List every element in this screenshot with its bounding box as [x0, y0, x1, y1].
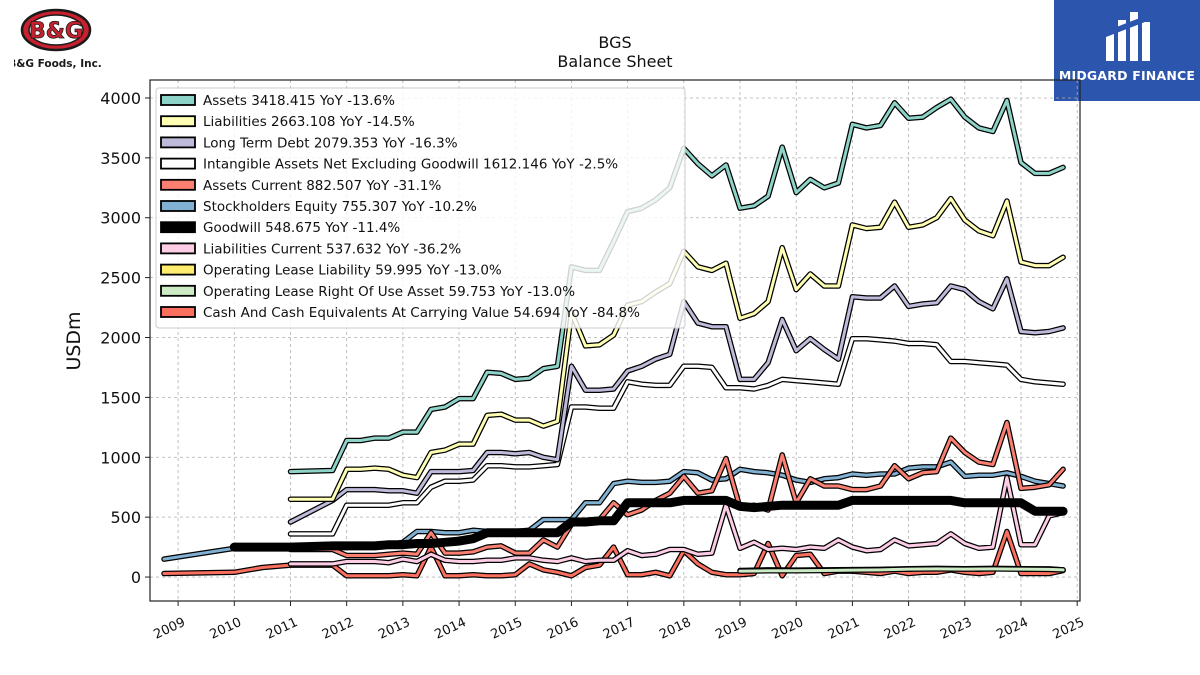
legend-swatch — [160, 178, 196, 191]
legend-swatch — [160, 157, 196, 170]
legend-swatch — [160, 242, 196, 255]
legend-label: Assets 3418.415 YoY -13.6% — [203, 93, 395, 109]
x-tick-label: 2011 — [264, 615, 300, 643]
series-line-liabilities — [289, 197, 1065, 501]
legend-label: Goodwill 548.675 YoY -11.4% — [203, 220, 400, 236]
chart-subtitle: Balance Sheet — [557, 52, 672, 71]
x-tick-label: 2024 — [994, 615, 1030, 643]
x-tick-label: 2022 — [882, 615, 918, 643]
series-lines — [161, 96, 1068, 579]
legend-swatch — [160, 136, 196, 149]
series-line-intangible-assets-net-excluding-goodwill — [289, 337, 1065, 536]
legend-label: Liabilities 2663.108 YoY -14.5% — [203, 114, 415, 130]
legend-label: Operating Lease Liability 59.995 YoY -13… — [203, 263, 502, 279]
legend-label: Assets Current 882.507 YoY -31.1% — [203, 178, 442, 194]
series-outline-goodwill — [229, 495, 1068, 552]
legend-swatch — [160, 200, 196, 212]
legend: Assets 3418.415 YoY -13.6% Liabilities 26… — [155, 87, 686, 329]
y-axis: 0 500 1000 1500 2000 2500 3000 3500 4000 — [100, 89, 150, 587]
series-line-cash-and-cash-equivalents-at-carrying-value — [162, 530, 1065, 578]
y-tick-label: 2500 — [100, 269, 141, 288]
x-tick-label: 2014 — [432, 615, 468, 643]
x-tick-label: 2023 — [938, 615, 974, 643]
y-tick-label: 4000 — [100, 89, 141, 108]
legend-swatch — [160, 94, 196, 106]
y-tick-label: 1500 — [100, 388, 141, 407]
x-axis: 2009 2010 2011 2012 2013 2014 2015 2016 2017 2018… — [151, 601, 1087, 643]
legend-swatch — [160, 263, 196, 276]
x-tick-label: 2016 — [545, 615, 581, 643]
x-tick-label: 2017 — [601, 615, 637, 643]
y-tick-label: 1000 — [100, 448, 141, 467]
y-tick-label: 2000 — [100, 329, 141, 348]
svg-text:B&G: B&G — [29, 19, 83, 44]
legend-label: Liabilities Current 537.632 YoY -36.2% — [203, 241, 461, 257]
svg-text:B&G Foods, Inc.: B&G Foods, Inc. — [14, 58, 102, 70]
x-tick-label: 2013 — [376, 615, 412, 643]
x-tick-label: 2025 — [1051, 615, 1087, 643]
bg-foods-logo: B&G B&G Foods, Inc. — [8, 6, 114, 72]
x-tick-label: 2020 — [770, 615, 806, 643]
legend-box — [155, 87, 686, 329]
legend-label: Long Term Debt 2079.353 YoY -16.3% — [203, 135, 458, 151]
plot-frame — [149, 79, 1081, 602]
series-line-liabilities-current — [289, 476, 1065, 566]
x-tick-label: 2012 — [320, 615, 356, 643]
legend-swatch — [160, 284, 196, 297]
legend-label: Cash And Cash Equivalents At Carrying Va… — [203, 305, 640, 321]
legend-swatch — [160, 221, 196, 234]
x-tick-label: 2018 — [657, 615, 693, 643]
y-tick-label: 0 — [131, 568, 141, 587]
series-line-assets-current — [289, 421, 1065, 557]
legend-label: Stockholders Equity 755.307 YoY -10.2% — [203, 199, 477, 215]
x-tick-label: 2009 — [151, 615, 187, 643]
series-line-long-term-debt — [289, 277, 1065, 524]
chart-title: BGS — [598, 33, 631, 52]
legend-label: Intangible Assets Net Excluding Goodwill… — [203, 157, 618, 173]
series-line-stockholders-equity — [162, 460, 1065, 561]
y-tick-label: 500 — [110, 508, 141, 527]
midgard-emblem-icon — [1106, 12, 1150, 61]
midgard-finance-logo: MIDGARD FINANCE — [1054, 0, 1200, 101]
y-tick-label: 3000 — [100, 209, 141, 228]
y-tick-label: 3500 — [100, 149, 141, 168]
y-axis-label: USDm — [63, 311, 85, 370]
x-tick-label: 2021 — [826, 615, 862, 643]
x-tick-label: 2015 — [489, 615, 525, 643]
series-line-assets — [289, 97, 1065, 474]
x-tick-label: 2010 — [208, 615, 244, 643]
midgard-finance-name: MIDGARD FINANCE — [1058, 68, 1196, 83]
legend-swatch — [160, 115, 196, 128]
x-tick-label: 2019 — [713, 615, 749, 643]
series-line-operating-lease-right-of-use-asset — [738, 567, 1065, 573]
legend-swatch — [160, 306, 196, 318]
legend-label: Operating Lease Right Of Use Asset 59.75… — [203, 284, 575, 300]
